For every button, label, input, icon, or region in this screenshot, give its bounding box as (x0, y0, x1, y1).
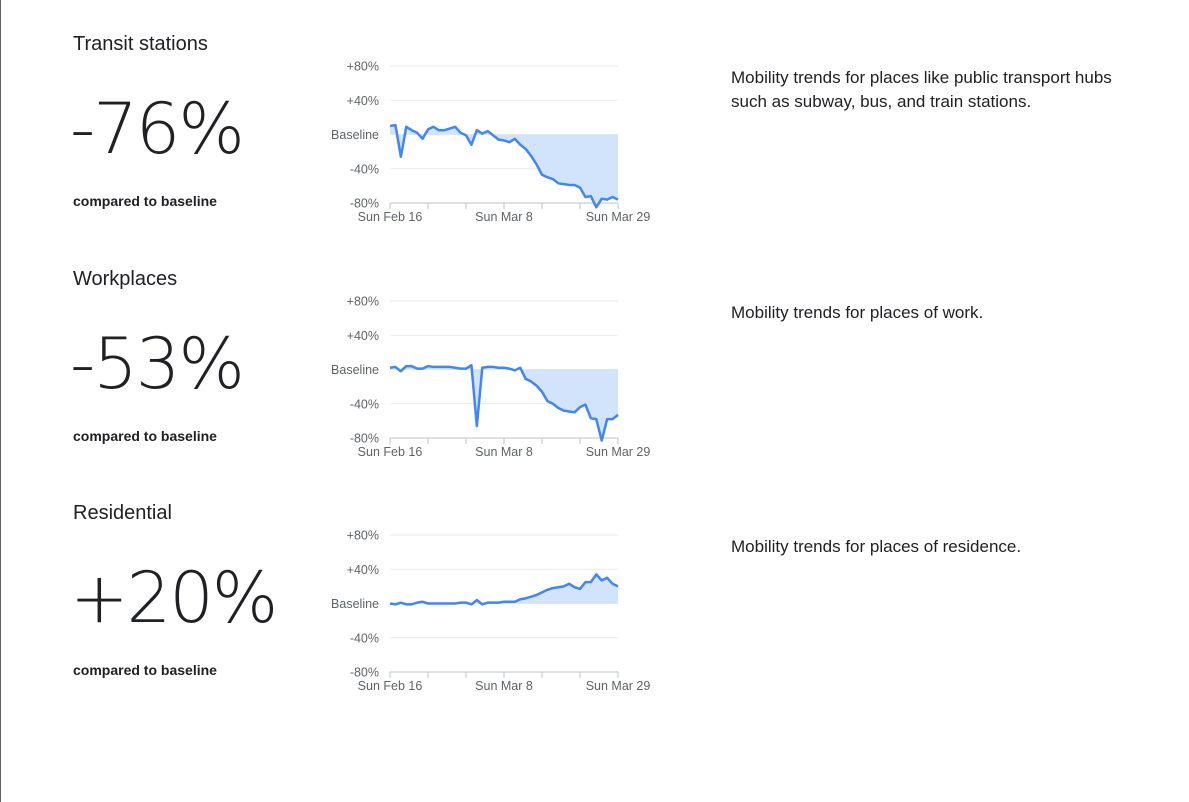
y-tick-label: -80% (350, 666, 379, 680)
y-tick-label: -40% (350, 397, 379, 411)
x-tick-label: Sun Mar 29 (586, 210, 651, 224)
x-tick-label: Sun Feb 16 (358, 445, 423, 459)
section-residential: Residential +20% compared to baseline +8… (0, 469, 1189, 704)
x-tick-label: Sun Feb 16 (358, 210, 423, 224)
trend-line (389, 123, 619, 209)
baseline-diff-area (390, 125, 618, 208)
y-tick-label: -80% (350, 432, 379, 446)
section-title: Workplaces (73, 268, 178, 290)
trend-chart: +80% +40% Baseline -40% -80%Sun Feb 16 Sun Ma… (331, 529, 651, 694)
page-left-border (0, 0, 1, 802)
section-description: Mobility trends for places of residence. (731, 537, 1022, 556)
compare-label: compared to baseline (73, 662, 217, 678)
x-tick-label: Sun Mar 8 (475, 445, 533, 459)
y-tick-label: +80% (347, 60, 379, 74)
trend-chart: +80% +40% Baseline -40% -80%Sun Feb 16 Sun Ma… (331, 295, 651, 460)
section-description: Mobility trends for places like public t… (731, 68, 1112, 111)
trend-chart: +80% +40% Baseline -40% -80%Sun Feb 16 Sun Ma… (331, 60, 651, 225)
y-tick-label: Baseline (331, 363, 379, 377)
section-transit-stations: Transit stations -76% compared to baseli… (0, 0, 1189, 235)
section-title: Transit stations (73, 33, 208, 55)
section-workplaces: Workplaces -53% compared to baseline +80… (0, 235, 1189, 470)
percent-change: +20% (70, 557, 278, 639)
y-tick-label: +40% (347, 563, 379, 577)
section-title: Residential (73, 502, 172, 524)
y-tick-label: +80% (347, 529, 379, 543)
y-tick-label: +80% (347, 295, 379, 309)
y-tick-label: +40% (347, 329, 379, 343)
x-tick-label: Sun Mar 8 (475, 679, 533, 693)
percent-change: -53% (70, 323, 245, 405)
section-description: Mobility trends for places of work. (731, 303, 984, 322)
x-tick-label: Sun Feb 16 (358, 679, 423, 693)
trend-line (389, 573, 619, 606)
y-tick-label: -40% (350, 162, 379, 176)
y-tick-label: -40% (350, 631, 379, 645)
baseline-diff-area (390, 365, 618, 441)
y-tick-label: Baseline (331, 597, 379, 611)
x-tick-label: Sun Mar 29 (586, 679, 651, 693)
compare-label: compared to baseline (73, 428, 217, 444)
y-tick-label: Baseline (331, 128, 379, 142)
x-tick-label: Sun Mar 8 (475, 210, 533, 224)
baseline-diff-area (390, 574, 618, 605)
y-tick-label: +40% (347, 94, 379, 108)
trend-line (389, 363, 619, 442)
percent-change: -76% (70, 88, 245, 170)
y-tick-label: -80% (350, 197, 379, 211)
compare-label: compared to baseline (73, 193, 217, 209)
x-tick-label: Sun Mar 29 (586, 445, 651, 459)
